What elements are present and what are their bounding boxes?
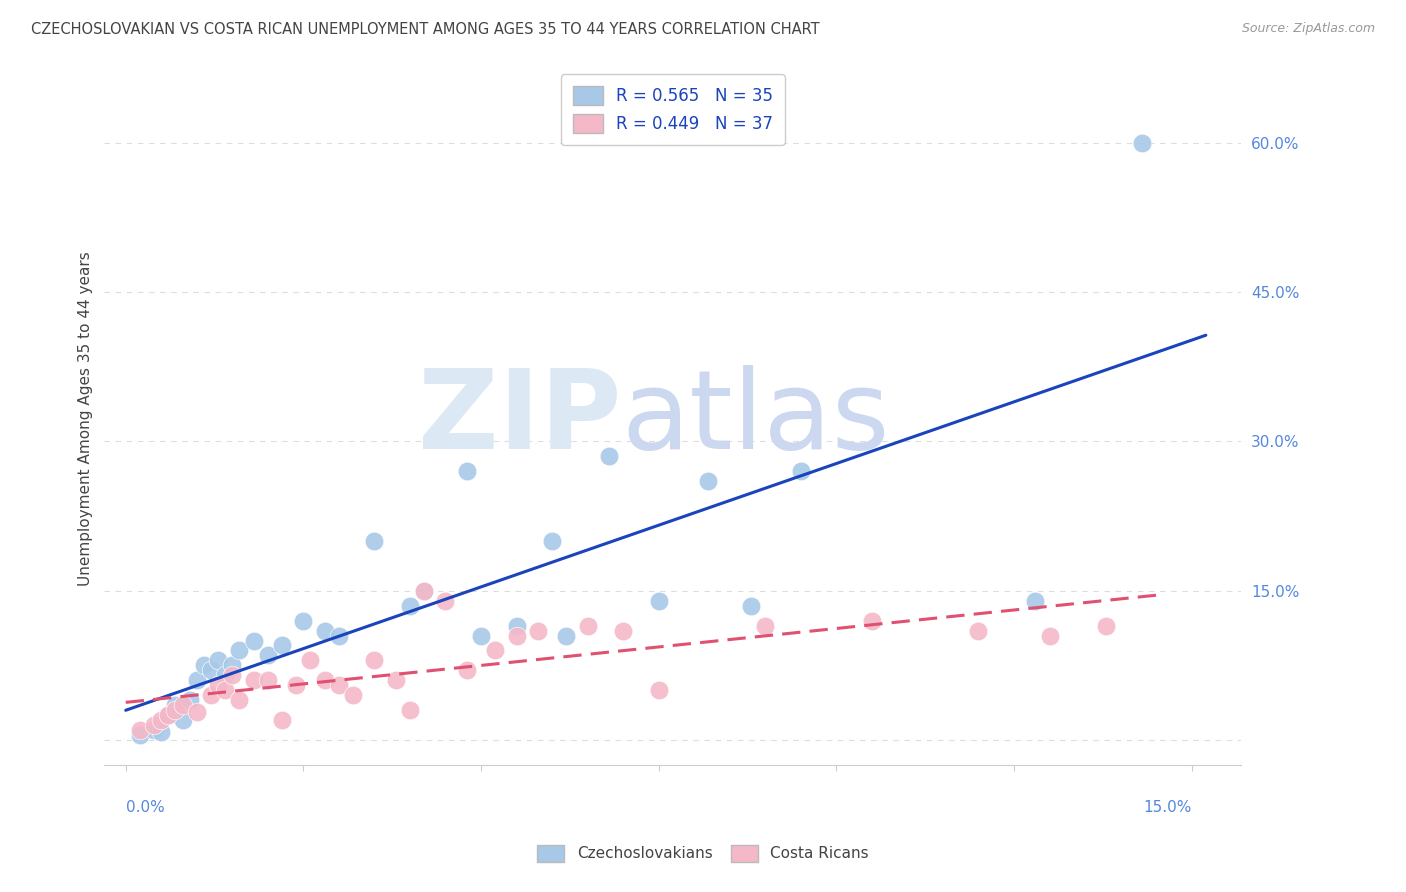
Point — [328, 628, 350, 642]
Text: ZIP: ZIP — [419, 366, 621, 473]
Point — [967, 624, 990, 638]
Text: Source: ZipAtlas.com: Source: ZipAtlas.com — [1241, 22, 1375, 36]
Point — [214, 683, 236, 698]
Point — [484, 643, 506, 657]
Point — [555, 628, 578, 642]
Point — [271, 713, 294, 727]
Text: atlas: atlas — [621, 366, 890, 473]
Point — [207, 653, 229, 667]
Point — [314, 624, 336, 638]
Point — [384, 673, 406, 688]
Point — [740, 599, 762, 613]
Point — [598, 450, 620, 464]
Point — [228, 693, 250, 707]
Point — [143, 718, 166, 732]
Point — [193, 658, 215, 673]
Y-axis label: Unemployment Among Ages 35 to 44 years: Unemployment Among Ages 35 to 44 years — [79, 252, 93, 586]
Point — [860, 614, 883, 628]
Point — [271, 639, 294, 653]
Point — [456, 664, 478, 678]
Point — [179, 693, 201, 707]
Point — [256, 673, 278, 688]
Point — [754, 618, 776, 632]
Point — [314, 673, 336, 688]
Point — [207, 678, 229, 692]
Point — [413, 583, 436, 598]
Point — [505, 618, 527, 632]
Point — [256, 648, 278, 663]
Point — [228, 643, 250, 657]
Point — [1024, 593, 1046, 607]
Point — [186, 705, 208, 719]
Point — [143, 723, 166, 738]
Point — [165, 703, 187, 717]
Point — [165, 698, 187, 713]
Point — [434, 593, 457, 607]
Point — [200, 664, 222, 678]
Point — [157, 708, 180, 723]
Point — [505, 628, 527, 642]
Point — [399, 599, 422, 613]
Point — [1130, 136, 1153, 150]
Point — [299, 653, 322, 667]
Point — [172, 713, 194, 727]
Point — [363, 533, 385, 548]
Point — [576, 618, 599, 632]
Text: CZECHOSLOVAKIAN VS COSTA RICAN UNEMPLOYMENT AMONG AGES 35 TO 44 YEARS CORRELATIO: CZECHOSLOVAKIAN VS COSTA RICAN UNEMPLOYM… — [31, 22, 820, 37]
Point — [186, 673, 208, 688]
Point — [285, 678, 308, 692]
Point — [221, 668, 243, 682]
Point — [292, 614, 315, 628]
Point — [413, 583, 436, 598]
Point — [527, 624, 550, 638]
Legend: R = 0.565   N = 35, R = 0.449   N = 37: R = 0.565 N = 35, R = 0.449 N = 37 — [561, 74, 785, 145]
Point — [1095, 618, 1118, 632]
Point — [221, 658, 243, 673]
Point — [612, 624, 634, 638]
Point — [541, 533, 564, 548]
Point — [129, 723, 152, 738]
Point — [242, 633, 264, 648]
Point — [647, 593, 669, 607]
Point — [200, 688, 222, 702]
Point — [129, 728, 152, 742]
Point — [150, 713, 173, 727]
Point — [157, 708, 180, 723]
Point — [697, 474, 720, 488]
Point — [1038, 628, 1060, 642]
Point — [242, 673, 264, 688]
Point — [470, 628, 492, 642]
Point — [647, 683, 669, 698]
Legend: Czechoslovakians, Costa Ricans: Czechoslovakians, Costa Ricans — [531, 838, 875, 868]
Point — [363, 653, 385, 667]
Point — [399, 703, 422, 717]
Point — [328, 678, 350, 692]
Point — [342, 688, 364, 702]
Text: 15.0%: 15.0% — [1143, 800, 1192, 814]
Point — [456, 464, 478, 478]
Point — [214, 668, 236, 682]
Point — [172, 698, 194, 713]
Point — [150, 725, 173, 739]
Text: 0.0%: 0.0% — [125, 800, 165, 814]
Point — [790, 464, 813, 478]
